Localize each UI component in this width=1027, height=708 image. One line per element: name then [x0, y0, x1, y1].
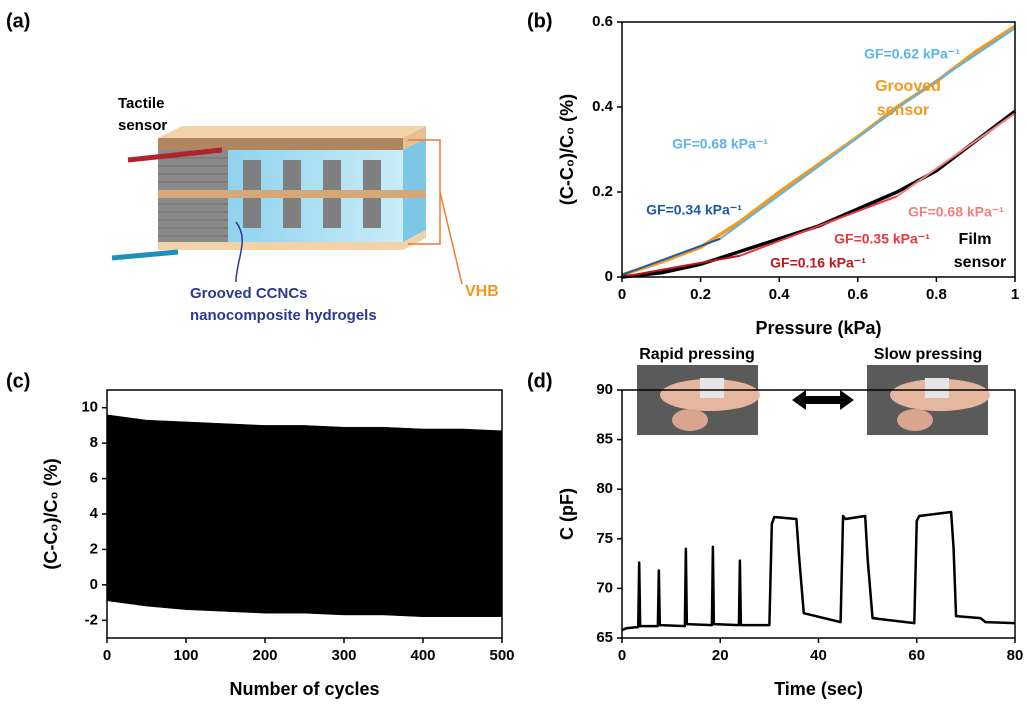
y-tick-label: -2 — [85, 611, 98, 628]
y-tick-label: 70 — [596, 579, 613, 596]
panel-label: (a) — [6, 10, 30, 32]
cycle-band — [384, 427, 424, 617]
y-tick-label: 8 — [90, 434, 98, 451]
annotation: GF=0.35 kPa⁻¹ — [834, 231, 930, 247]
annotation: GF=0.62 kPa⁻¹ — [864, 46, 960, 62]
y-tick-label: 75 — [596, 530, 613, 547]
photo-sensor — [925, 378, 949, 398]
hydrogel-label: nanocomposite hydrogels — [190, 307, 377, 324]
cycle-band — [463, 429, 503, 617]
photo-sensor — [700, 378, 724, 398]
panel-label: (b) — [527, 10, 553, 32]
cycle-band — [305, 425, 345, 615]
y-tick-label: 90 — [596, 381, 613, 398]
x-tick-label: 0 — [103, 647, 111, 664]
cycle-band — [423, 429, 463, 617]
x-tick-label: 0.8 — [926, 286, 947, 303]
y-tick-label: 10 — [81, 399, 98, 416]
cycle-band — [147, 420, 187, 610]
x-tick-label: 300 — [331, 647, 356, 664]
y-tick-label: 6 — [90, 470, 98, 487]
y-tick-label: 0.6 — [592, 13, 613, 30]
sensor-label: sensor — [118, 117, 167, 134]
photo-finger — [672, 409, 708, 431]
fit-line — [622, 256, 740, 277]
x-axis-label: Time (sec) — [774, 679, 863, 699]
y-tick-label: 0 — [605, 268, 613, 285]
data-line — [622, 512, 1015, 630]
cycle-band — [107, 415, 147, 606]
y-tick-label: 0.2 — [592, 183, 613, 200]
x-axis-label: Number of cycles — [229, 679, 379, 699]
middle-layer — [158, 190, 426, 198]
x-tick-label: 0 — [618, 647, 626, 664]
x-tick-label: 20 — [712, 647, 729, 664]
x-tick-label: 500 — [489, 647, 514, 664]
annotation: Grooved — [875, 78, 941, 95]
page: (a) Tactile sensor VHB Grooved CCNCs nan… — [0, 0, 1027, 708]
annotation: sensor — [954, 254, 1006, 271]
double-arrow — [792, 390, 854, 410]
hydrogel-label: Grooved CCNCs — [190, 285, 308, 302]
panel-label: (c) — [6, 370, 30, 392]
annotation: GF=0.16 kPa⁻¹ — [770, 255, 866, 271]
top-layer — [158, 138, 403, 150]
cycle-band — [344, 427, 384, 615]
x-tick-label: 100 — [173, 647, 198, 664]
bottom-electrode — [112, 252, 178, 258]
annotation: Film — [959, 231, 992, 248]
y-tick-label: 85 — [596, 431, 613, 448]
sensor-diagram: (a) Tactile sensor VHB Grooved CCNCs nan… — [6, 10, 499, 324]
cycle-band — [265, 425, 305, 613]
y-tick-label: 80 — [596, 480, 613, 497]
x-tick-label: 80 — [1007, 647, 1024, 664]
annotation: GF=0.68 kPa⁻¹ — [908, 204, 1004, 220]
annotation: Rapid pressing — [639, 346, 755, 363]
x-tick-label: 0.4 — [769, 286, 791, 303]
photo-insets — [637, 365, 990, 435]
vhb-pointer — [440, 192, 462, 284]
x-tick-label: 400 — [410, 647, 435, 664]
fit-line — [897, 113, 1015, 196]
x-tick-label: 0.2 — [690, 286, 711, 303]
y-tick-label: 65 — [596, 629, 613, 646]
y-tick-label: 2 — [90, 540, 98, 557]
annotation: GF=0.68 kPa⁻¹ — [672, 136, 768, 152]
y-axis-label: C (pF) — [557, 488, 577, 540]
y-axis-label: (C-C₀)/C₀ (%) — [41, 458, 61, 569]
x-tick-label: 200 — [252, 647, 277, 664]
x-tick-label: 0.6 — [847, 286, 868, 303]
y-tick-label: 4 — [90, 505, 99, 522]
x-tick-label: 60 — [908, 647, 925, 664]
x-tick-label: 40 — [810, 647, 827, 664]
photo-finger — [897, 409, 933, 431]
annotation: Slow pressing — [874, 346, 982, 363]
sensor-label: Tactile — [118, 95, 164, 112]
figure: (a) Tactile sensor VHB Grooved CCNCs nan… — [0, 0, 1027, 708]
top-cover — [158, 126, 426, 138]
x-tick-label: 1 — [1011, 286, 1019, 303]
y-tick-label: 0 — [90, 576, 98, 593]
y-tick-label: 0.4 — [592, 98, 614, 115]
panel-label: (d) — [527, 370, 553, 392]
annotation: GF=0.34 kPa⁻¹ — [646, 202, 742, 218]
vhb-label: VHB — [465, 283, 499, 300]
x-axis-label: Pressure (kPa) — [755, 318, 881, 338]
cycle-band — [186, 422, 226, 612]
y-axis-label: (C-C₀)/C₀ (%) — [557, 94, 577, 205]
x-tick-label: 0 — [618, 286, 626, 303]
cycle-band — [226, 424, 266, 614]
annotation: sensor — [877, 102, 929, 119]
